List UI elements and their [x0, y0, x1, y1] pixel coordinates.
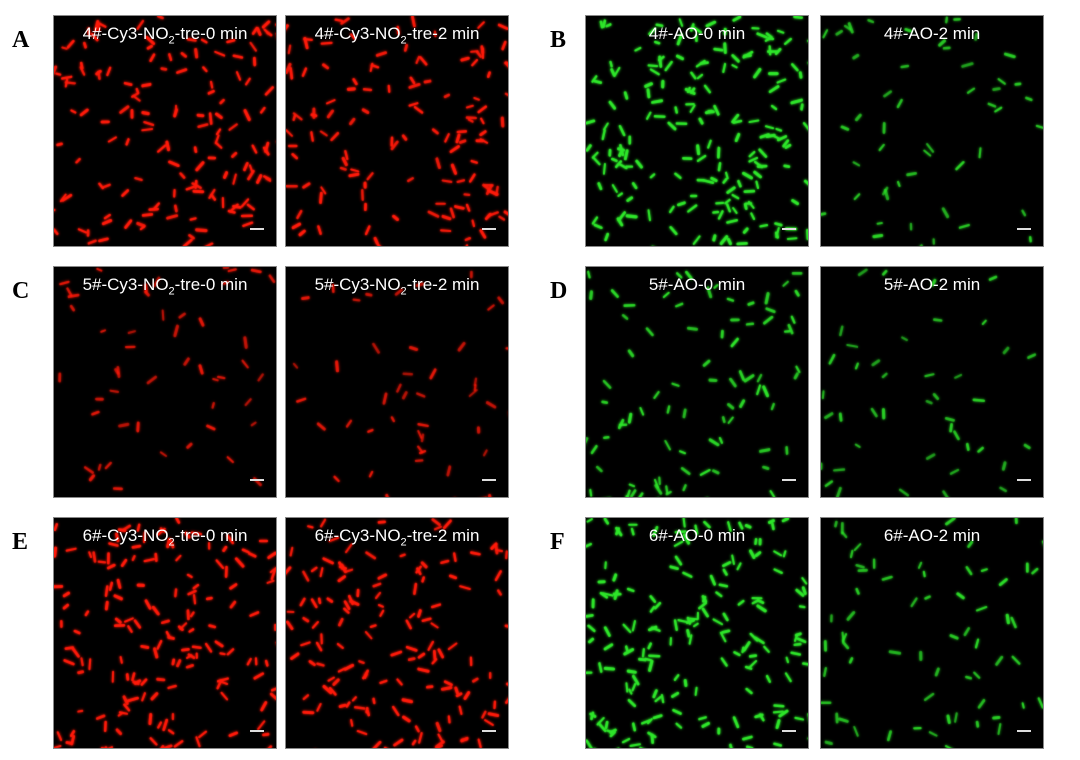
micrograph-green: 5#-AO-2 min	[820, 266, 1044, 498]
image-label: 4#-Cy3-NO2-tre-2 min	[286, 24, 508, 46]
label-prefix: 6#-AO-2 min	[883, 526, 981, 545]
micrograph-image	[286, 16, 508, 246]
micrograph-image	[54, 267, 276, 497]
micrograph-image	[821, 518, 1043, 748]
image-label: 5#-Cy3-NO2-tre-2 min	[286, 275, 508, 297]
label-prefix: 6#-Cy3-NO	[314, 526, 401, 545]
scale-bar	[782, 479, 796, 481]
micrograph-image	[821, 267, 1043, 497]
image-label: 4#-AO-0 min	[586, 24, 808, 46]
label-prefix: 5#-Cy3-NO	[82, 275, 169, 294]
micrograph-red: 4#-Cy3-NO2-tre-2 min	[285, 15, 509, 247]
scale-bar	[250, 228, 264, 230]
label-sub: 2	[168, 285, 175, 298]
image-label: 5#-AO-2 min	[821, 275, 1043, 297]
label-suffix: -tre-0 min	[174, 275, 248, 294]
scale-bar	[1017, 228, 1031, 230]
label-suffix: -tre-2 min	[406, 275, 480, 294]
micrograph-red: 5#-Cy3-NO2-tre-2 min	[285, 266, 509, 498]
micrograph-image	[586, 16, 808, 246]
label-prefix: 5#-AO-2 min	[883, 275, 981, 294]
scale-bar	[482, 479, 496, 481]
image-label: 6#-AO-0 min	[586, 526, 808, 548]
panel-letter: D	[550, 278, 568, 304]
label-prefix: 4#-AO-0 min	[648, 24, 746, 43]
panel-letter: F	[550, 529, 565, 555]
label-prefix: 6#-AO-0 min	[648, 526, 746, 545]
image-label: 6#-AO-2 min	[821, 526, 1043, 548]
image-label: 4#-Cy3-NO2-tre-0 min	[54, 24, 276, 46]
image-label: 5#-AO-0 min	[586, 275, 808, 297]
micrograph-red: 6#-Cy3-NO2-tre-0 min	[53, 517, 277, 749]
image-label: 6#-Cy3-NO2-tre-0 min	[54, 526, 276, 548]
label-prefix: 4#-Cy3-NO	[82, 24, 169, 43]
micrograph-image	[586, 518, 808, 748]
panel-letter: A	[12, 27, 30, 53]
label-prefix: 6#-Cy3-NO	[82, 526, 169, 545]
micrograph-image	[821, 16, 1043, 246]
label-prefix: 4#-AO-2 min	[883, 24, 981, 43]
label-sub: 2	[400, 34, 407, 47]
micrograph-image	[586, 267, 808, 497]
image-label: 4#-AO-2 min	[821, 24, 1043, 46]
micrograph-image	[54, 16, 276, 246]
scale-bar	[782, 228, 796, 230]
micrograph-image	[286, 518, 508, 748]
micrograph-red: 5#-Cy3-NO2-tre-0 min	[53, 266, 277, 498]
scale-bar	[782, 730, 796, 732]
panel-letter: E	[12, 529, 29, 555]
micrograph-red: 4#-Cy3-NO2-tre-0 min	[53, 15, 277, 247]
image-label: 5#-Cy3-NO2-tre-0 min	[54, 275, 276, 297]
panel-letter: C	[12, 278, 30, 304]
scale-bar	[1017, 479, 1031, 481]
label-sub: 2	[400, 285, 407, 298]
micrograph-green: 5#-AO-0 min	[585, 266, 809, 498]
label-prefix: 5#-Cy3-NO	[314, 275, 401, 294]
micrograph-green: 6#-AO-0 min	[585, 517, 809, 749]
micrograph-green: 4#-AO-2 min	[820, 15, 1044, 247]
micrograph-green: 4#-AO-0 min	[585, 15, 809, 247]
panel-letter: B	[550, 27, 567, 53]
micrograph-image	[54, 518, 276, 748]
scale-bar	[482, 228, 496, 230]
micrograph-green: 6#-AO-2 min	[820, 517, 1044, 749]
label-prefix: 5#-AO-0 min	[648, 275, 746, 294]
scale-bar	[1017, 730, 1031, 732]
scale-bar	[250, 730, 264, 732]
label-sub: 2	[168, 536, 175, 549]
image-label: 6#-Cy3-NO2-tre-2 min	[286, 526, 508, 548]
label-suffix: -tre-2 min	[406, 24, 480, 43]
label-prefix: 4#-Cy3-NO	[314, 24, 401, 43]
label-suffix: -tre-0 min	[174, 526, 248, 545]
micrograph-red: 6#-Cy3-NO2-tre-2 min	[285, 517, 509, 749]
label-sub: 2	[168, 34, 175, 47]
label-suffix: -tre-2 min	[406, 526, 480, 545]
label-sub: 2	[400, 536, 407, 549]
label-suffix: -tre-0 min	[174, 24, 248, 43]
micrograph-image	[286, 267, 508, 497]
scale-bar	[482, 730, 496, 732]
scale-bar	[250, 479, 264, 481]
